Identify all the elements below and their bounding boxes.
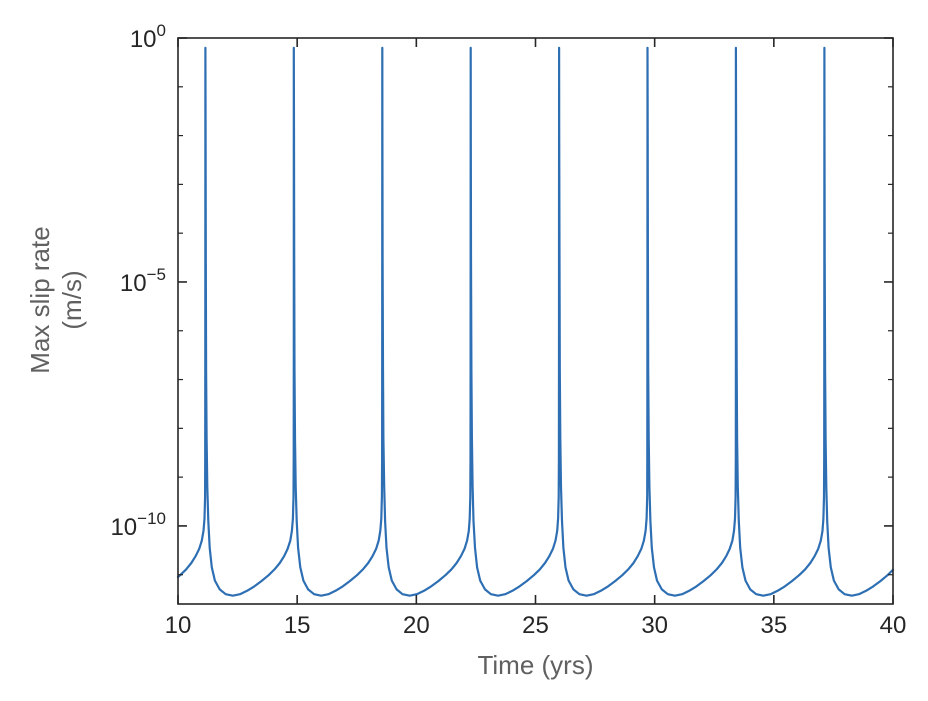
slip-rate-line <box>176 46 895 597</box>
x-tick-label: 30 <box>641 612 668 639</box>
y-axis-label-line1: Max slip rate <box>25 226 55 374</box>
x-axis-label: Time (yrs) <box>477 650 594 680</box>
x-tick-label: 35 <box>760 612 787 639</box>
x-tick-label: 10 <box>165 612 192 639</box>
x-tick-label: 25 <box>522 612 549 639</box>
y-axis-label-line2: (m/s) <box>57 270 87 330</box>
y-axis-label: Max slip rate (m/s) <box>24 226 88 373</box>
y-tick-label: 100 <box>130 21 166 53</box>
x-tick-label: 20 <box>403 612 430 639</box>
plot-box <box>177 37 894 605</box>
x-tick-label: 40 <box>880 612 907 639</box>
y-tick-label: 10−5 <box>120 265 166 297</box>
y-tick-label: 10−10 <box>110 509 166 541</box>
x-tick-label: 15 <box>284 612 311 639</box>
